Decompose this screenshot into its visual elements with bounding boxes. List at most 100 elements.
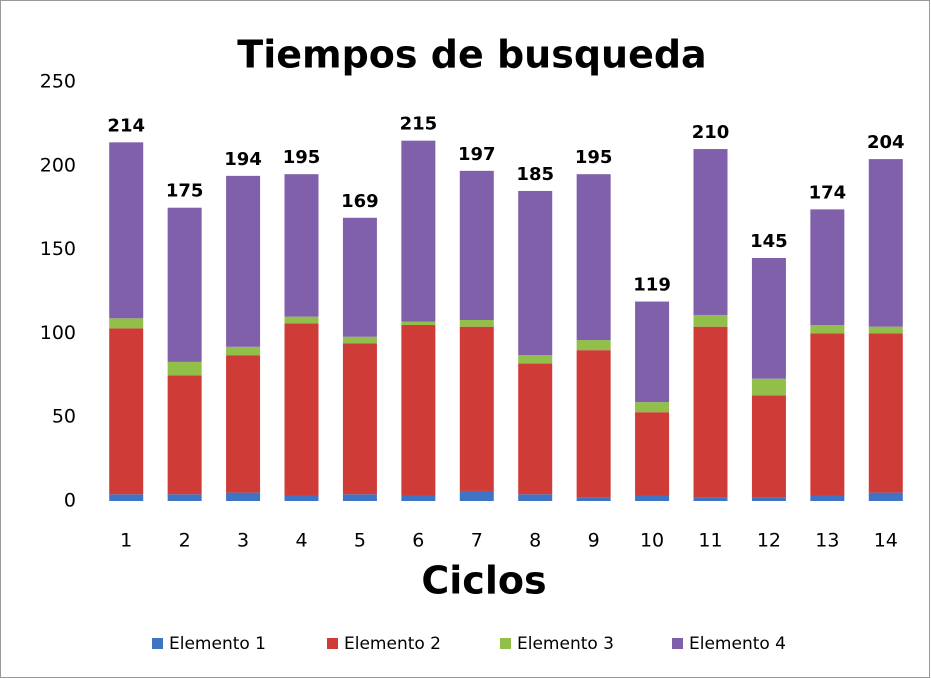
- total-label: 119: [633, 275, 671, 296]
- x-tick-label: 8: [529, 530, 541, 552]
- bar-segment: [167, 361, 202, 376]
- bar-segment: [868, 492, 903, 501]
- bar-segment: [167, 494, 202, 501]
- x-tick-label: 6: [412, 530, 424, 552]
- bar-segment: [751, 378, 786, 396]
- x-tick-label: 9: [588, 530, 600, 552]
- bar-segment: [635, 412, 670, 496]
- bar-segment: [810, 495, 845, 501]
- total-label: 175: [166, 181, 204, 202]
- bar-segment: [693, 497, 728, 501]
- bar-segment: [401, 325, 436, 496]
- bar-segment: [868, 159, 903, 327]
- bar-segment: [635, 495, 670, 501]
- bar-segment: [693, 314, 728, 327]
- x-tick-label: 1: [120, 530, 132, 552]
- bar-segment: [342, 336, 377, 344]
- bar-segment: [401, 495, 436, 501]
- x-tick-label: 7: [471, 530, 483, 552]
- bar-segment: [693, 326, 728, 498]
- legend-swatch: [152, 638, 163, 649]
- y-tick-label: 100: [40, 322, 76, 344]
- total-label: 195: [575, 147, 613, 168]
- bar-segment: [109, 328, 144, 495]
- bar-segment: [576, 174, 611, 341]
- x-tick-label: 5: [354, 530, 366, 552]
- bar-segment: [693, 149, 728, 315]
- bar-segment: [342, 217, 377, 337]
- bar-segment: [576, 350, 611, 498]
- bar-segment: [459, 170, 494, 320]
- total-label: 174: [809, 182, 847, 203]
- x-tick-label: 13: [815, 530, 839, 552]
- bar-segment: [576, 340, 611, 351]
- total-label: 145: [750, 231, 788, 252]
- bar-segment: [284, 323, 319, 496]
- total-label: 210: [692, 122, 730, 143]
- bar-segment: [459, 319, 494, 327]
- total-label: 169: [341, 191, 379, 212]
- legend-label: Elemento 3: [517, 634, 614, 654]
- y-tick-label: 50: [52, 406, 76, 428]
- x-tick-label: 2: [179, 530, 191, 552]
- bar-segment: [109, 318, 144, 329]
- bar-segment: [810, 209, 845, 326]
- y-tick-label: 200: [40, 154, 76, 176]
- bar-segment: [518, 494, 553, 501]
- total-label: 204: [867, 132, 905, 153]
- y-tick-label: 250: [40, 71, 76, 93]
- legend-label: Elemento 4: [689, 634, 786, 654]
- x-axis-label: Ciclos: [421, 559, 546, 603]
- chart-title: Tiempos de busqueda: [237, 33, 706, 77]
- bar-segment: [401, 321, 436, 326]
- bar-segment: [284, 495, 319, 501]
- total-label: 197: [458, 144, 496, 165]
- bar-segment: [518, 355, 553, 364]
- bar-segment: [167, 207, 202, 362]
- bar-segment: [751, 257, 786, 379]
- total-label: 194: [224, 149, 262, 170]
- x-tick-label: 14: [874, 530, 898, 552]
- bar-segment: [459, 326, 494, 491]
- legend-label: Elemento 1: [169, 634, 266, 654]
- bar-segment: [342, 494, 377, 501]
- bar-segment: [226, 346, 261, 356]
- legend-swatch: [672, 638, 683, 649]
- bar-segment: [810, 325, 845, 334]
- y-tick-label: 150: [40, 238, 76, 260]
- bar-segment: [518, 363, 553, 495]
- bar-segment: [751, 497, 786, 501]
- legend-label: Elemento 2: [344, 634, 441, 654]
- bar-segment: [635, 301, 670, 403]
- bar-segment: [635, 402, 670, 413]
- legend-swatch: [327, 638, 338, 649]
- bar-segment: [401, 140, 436, 322]
- total-label: 195: [283, 147, 321, 168]
- x-tick-label: 10: [640, 530, 664, 552]
- legend-swatch: [500, 638, 511, 649]
- bar-segment: [284, 316, 319, 324]
- bar-segment: [284, 174, 319, 317]
- bar-segment: [226, 355, 261, 493]
- bar-segment: [226, 492, 261, 501]
- bar-segment: [868, 333, 903, 493]
- total-label: 185: [516, 164, 554, 185]
- bar-segment: [226, 175, 261, 347]
- x-tick-label: 3: [237, 530, 249, 552]
- bar-segment: [109, 142, 144, 319]
- x-tick-label: 11: [698, 530, 722, 552]
- bar-segment: [109, 494, 144, 501]
- bar-segment: [518, 190, 553, 356]
- total-label: 215: [400, 114, 438, 135]
- bar-segment: [167, 375, 202, 495]
- bar-segment: [342, 343, 377, 495]
- bar-segment: [459, 490, 494, 501]
- bar-segment: [751, 395, 786, 498]
- total-label: 214: [107, 115, 145, 136]
- bar-segment: [576, 497, 611, 501]
- bar-segment: [868, 326, 903, 334]
- bar-segment: [810, 333, 845, 496]
- x-tick-label: 4: [295, 530, 307, 552]
- y-tick-label: 0: [64, 490, 76, 512]
